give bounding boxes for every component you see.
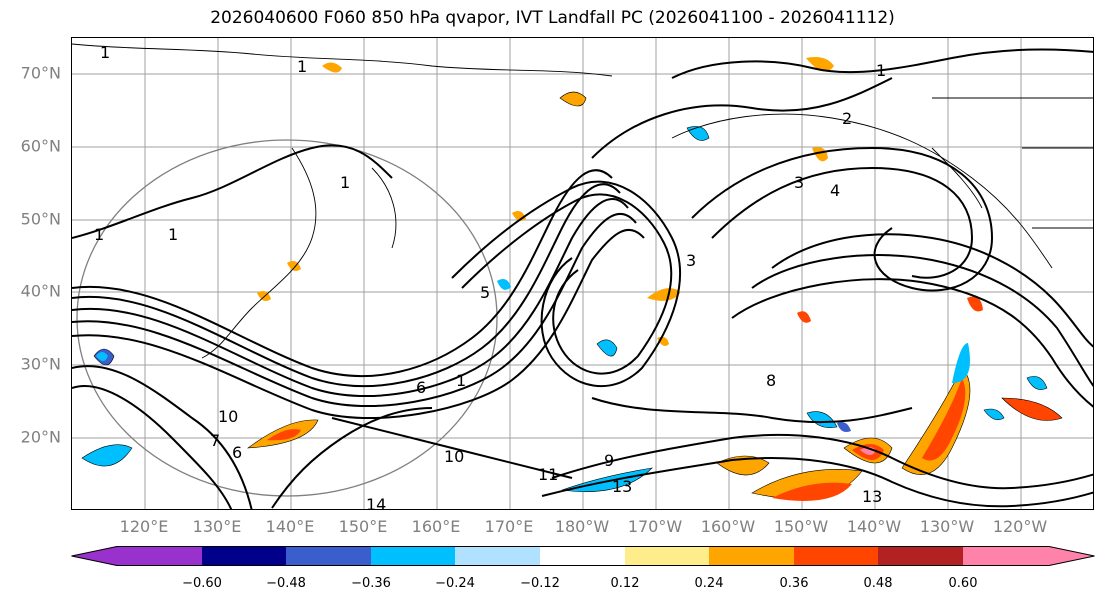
qvapor-shading <box>81 57 1063 501</box>
colorbar <box>71 546 1095 566</box>
contour-label: 2 <box>842 109 852 128</box>
contour-label: 14 <box>366 495 386 510</box>
region-circle <box>76 139 498 497</box>
contour-label: 1 <box>340 173 350 192</box>
lon-label: 120°W <box>992 517 1048 536</box>
contour-label: 6 <box>232 443 242 462</box>
contour-label: 10 <box>444 447 464 466</box>
contour-label: 10 <box>218 407 238 426</box>
map-title: 2026040600 F060 850 hPa qvapor, IVT Land… <box>210 8 895 28</box>
lon-label: 180°W <box>554 517 610 536</box>
contour-label: 3 <box>686 251 696 270</box>
lat-label: 20°N <box>20 427 61 447</box>
colorbar-cell <box>202 546 286 566</box>
lon-label: 150°W <box>773 517 829 536</box>
lat-label: 70°N <box>20 63 61 83</box>
lat-label: 40°N <box>20 281 61 301</box>
lon-label: 140°E <box>265 517 315 536</box>
colorbar-tick-label: 0.24 <box>694 576 724 591</box>
contour-label: 6 <box>416 378 426 397</box>
contour-label: 3 <box>794 173 804 192</box>
colorbar-tick-label: −0.12 <box>520 576 560 591</box>
contour-label: 1 <box>168 225 178 244</box>
contour-label: 1 <box>94 225 104 244</box>
contour-label: 5 <box>480 283 490 302</box>
lon-label: 160°E <box>411 517 461 536</box>
lon-label: 170°E <box>484 517 534 536</box>
colorbar-cell <box>286 546 371 566</box>
contour-label: 7 <box>210 431 220 450</box>
colorbar-tick-label: −0.36 <box>351 576 391 591</box>
lat-label: 50°N <box>20 209 61 229</box>
colorbar-cell <box>455 546 540 566</box>
ivt-contours <box>72 48 1093 509</box>
contour-label: 4 <box>830 181 840 200</box>
lon-label: 130°E <box>192 517 242 536</box>
map-canvas: 1 1 1 1 1 1 1 2 3 3 4 5 6 6 7 8 9 10 10 … <box>72 38 1093 510</box>
lon-label: 170°W <box>627 517 683 536</box>
colorbar-cell <box>794 546 878 566</box>
colorbar-cell <box>625 546 709 566</box>
colorbar-tick-label: 0.36 <box>779 576 809 591</box>
lon-label: 150°E <box>338 517 388 536</box>
colorbar-cell <box>71 546 202 566</box>
coastlines <box>72 43 1093 359</box>
contour-label: 1 <box>297 57 307 76</box>
colorbar-tick-label: −0.24 <box>435 576 475 591</box>
contour-label-group: 1 1 1 1 1 1 1 2 3 3 4 5 6 6 7 8 9 10 10 … <box>94 43 886 510</box>
contour-label: 9 <box>604 451 614 470</box>
lat-label: 60°N <box>20 136 61 156</box>
lon-label: 140°W <box>846 517 902 536</box>
colorbar-cell <box>709 546 794 566</box>
colorbar-tick-label: −0.48 <box>266 576 306 591</box>
contour-label: 13 <box>862 487 882 506</box>
lon-label: 130°W <box>919 517 975 536</box>
lat-label: 30°N <box>20 354 61 374</box>
contour-label: 11 <box>538 465 558 484</box>
colorbar-tick-label: 0.60 <box>948 576 978 591</box>
lon-label: 160°W <box>700 517 756 536</box>
colorbar-outline <box>71 546 1095 566</box>
colorbar-cell <box>963 546 1095 566</box>
lon-label: 120°E <box>119 517 169 536</box>
colorbar-cell <box>371 546 455 566</box>
colorbar-tick-label: 0.12 <box>610 576 640 591</box>
contour-label: 1 <box>876 61 886 80</box>
colorbar-tick-label: −0.60 <box>182 576 222 591</box>
contour-label: 8 <box>766 371 776 390</box>
colorbar-cell <box>540 546 625 566</box>
map-panel[interactable]: 1 1 1 1 1 1 1 2 3 3 4 5 6 6 7 8 9 10 10 … <box>71 37 1094 510</box>
colorbar-tick-label: 0.48 <box>863 576 893 591</box>
contour-label: 1 <box>100 43 110 62</box>
colorbar-cell <box>878 546 963 566</box>
contour-label: 1 <box>456 371 466 390</box>
contour-label: 13 <box>612 477 632 496</box>
